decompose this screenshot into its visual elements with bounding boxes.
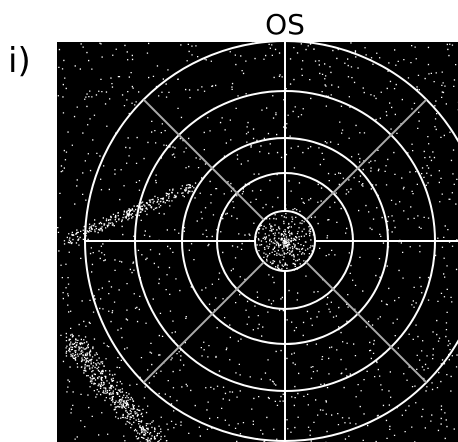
figure-panel: OS i) <box>0 0 458 442</box>
panel-title: OS <box>265 8 305 41</box>
page: OS i) (() => { const data = JSON.parse(d… <box>0 0 458 442</box>
panel-label: i) <box>8 41 31 81</box>
